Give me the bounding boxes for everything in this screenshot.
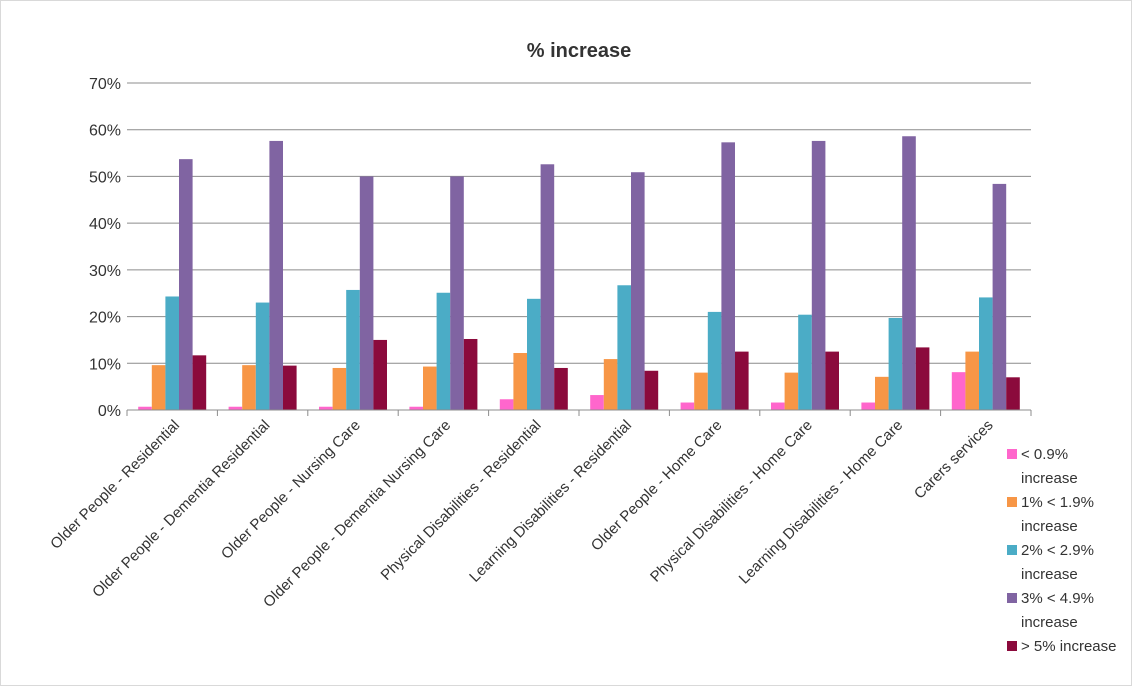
bar bbox=[784, 372, 799, 410]
bar bbox=[875, 376, 889, 410]
legend-entry: 2% < 2.9% increase bbox=[1021, 542, 1094, 583]
legend-swatch bbox=[1007, 497, 1017, 507]
bar bbox=[721, 142, 735, 410]
legend-entry: < 0.9% increase bbox=[1021, 446, 1078, 487]
bar bbox=[165, 296, 179, 410]
legend-swatch bbox=[1007, 593, 1017, 603]
bar bbox=[992, 183, 1007, 410]
bar bbox=[436, 292, 451, 410]
bar bbox=[332, 367, 347, 410]
y-tick-label: 20% bbox=[89, 310, 121, 327]
x-category-label: Physical Disabilities - Residential bbox=[378, 417, 545, 584]
bar bbox=[373, 339, 387, 410]
legend-entry: > 5% increase bbox=[1021, 638, 1116, 655]
bar bbox=[902, 136, 916, 410]
y-tick-label: 30% bbox=[89, 263, 121, 280]
bar bbox=[540, 164, 555, 410]
legend-entry: 3% < 4.9% increase bbox=[1021, 590, 1094, 631]
bar bbox=[617, 285, 631, 410]
bar bbox=[138, 406, 152, 410]
bar bbox=[346, 289, 360, 410]
bar bbox=[771, 402, 785, 410]
bar bbox=[319, 406, 333, 410]
bar bbox=[463, 338, 478, 410]
bar bbox=[499, 399, 514, 410]
bars bbox=[138, 136, 1020, 410]
bar bbox=[811, 140, 826, 410]
y-axis-tick-labels: 0% 10% 20% 30% 40% 50% 60% 70% bbox=[89, 76, 121, 420]
bar bbox=[888, 317, 903, 410]
bar bbox=[979, 297, 993, 410]
chart-title: % increase bbox=[527, 40, 632, 62]
bar bbox=[513, 353, 527, 410]
y-tick-label: 60% bbox=[89, 123, 121, 140]
bar bbox=[644, 370, 659, 410]
bar bbox=[554, 367, 568, 410]
bar bbox=[283, 365, 297, 410]
legend-swatch bbox=[1007, 449, 1017, 459]
legend: < 0.9% increase 1% < 1.9% increase 2% < 2.9%… bbox=[1007, 446, 1116, 655]
bar bbox=[590, 395, 604, 410]
bar bbox=[915, 347, 930, 410]
legend-swatch bbox=[1007, 641, 1017, 651]
bar bbox=[735, 351, 749, 410]
bar bbox=[192, 355, 207, 410]
bar bbox=[825, 351, 839, 410]
bar bbox=[631, 172, 645, 410]
y-tick-label: 50% bbox=[89, 169, 121, 186]
y-tick-label: 0% bbox=[98, 403, 121, 420]
bar bbox=[694, 372, 708, 410]
bar bbox=[798, 314, 812, 410]
x-axis bbox=[126, 409, 1032, 416]
y-tick-label: 10% bbox=[89, 356, 121, 373]
x-category-label: Older People - Dementia Residential bbox=[89, 417, 273, 601]
y-tick-label: 40% bbox=[89, 216, 121, 233]
x-category-label: Learning Disabilities - Residential bbox=[466, 417, 635, 586]
bar bbox=[603, 359, 618, 410]
x-category-label: Physical Disabilities - Home Care bbox=[647, 417, 816, 586]
bar bbox=[527, 298, 541, 410]
bar bbox=[151, 365, 166, 410]
legend-swatch bbox=[1007, 545, 1017, 555]
bar bbox=[707, 311, 722, 410]
x-category-label: Learning Disabilities - Home Care bbox=[736, 417, 907, 588]
y-tick-label: 70% bbox=[89, 76, 121, 93]
x-category-label: Carers services bbox=[911, 417, 997, 503]
bar bbox=[359, 176, 374, 410]
bar bbox=[269, 140, 283, 410]
bar bbox=[965, 351, 979, 410]
bar bbox=[255, 302, 270, 410]
bar bbox=[450, 176, 464, 410]
bar bbox=[861, 402, 875, 410]
bar bbox=[179, 159, 193, 410]
bar bbox=[951, 372, 966, 410]
x-category-label: Older People - Dementia Nursing Care bbox=[260, 417, 454, 611]
bar bbox=[242, 365, 256, 410]
bar bbox=[680, 402, 695, 410]
bar bbox=[228, 406, 243, 410]
bar bbox=[423, 366, 437, 410]
legend-entry: 1% < 1.9% increase bbox=[1021, 494, 1094, 535]
bar bbox=[1006, 377, 1020, 410]
bar bbox=[409, 406, 423, 410]
